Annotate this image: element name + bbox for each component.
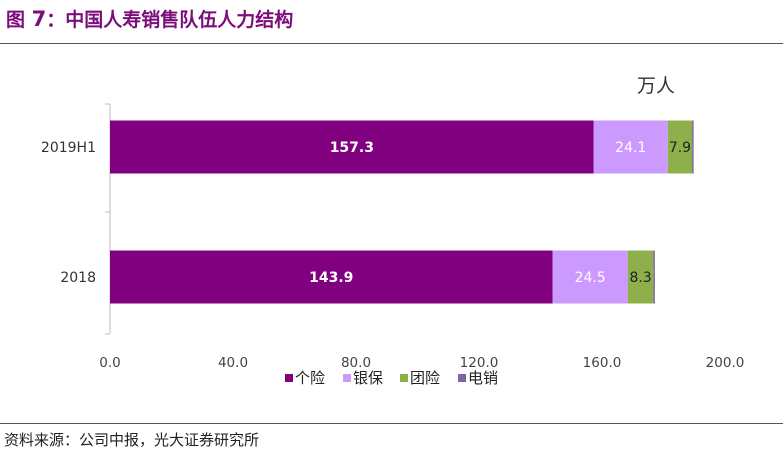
bar-segment bbox=[653, 250, 655, 304]
bar-segment bbox=[552, 250, 628, 304]
figure-title-text: ：中国人寿销售队伍人力结构 bbox=[46, 9, 294, 31]
bar-segment bbox=[627, 250, 654, 304]
data-label: 7.9 bbox=[669, 140, 691, 156]
legend-swatch bbox=[458, 374, 466, 382]
x-tick-label: 40.0 bbox=[218, 355, 248, 371]
bar-segment bbox=[692, 120, 694, 174]
x-tick-label: 80.0 bbox=[341, 355, 371, 371]
legend-item: 团险 bbox=[400, 369, 440, 387]
bar-segment bbox=[593, 120, 668, 174]
stacked-bar-chart: 0.0 40.0 80.0 120.0 160.0 200.0 2019H1 2018 157… bbox=[41, 75, 745, 387]
bar-segment bbox=[110, 120, 594, 174]
legend-label: 个险 bbox=[295, 369, 325, 387]
data-label: 143.9 bbox=[309, 270, 353, 286]
axis-layer: 0.0 40.0 80.0 120.0 160.0 200.0 2019H1 2018 bbox=[41, 103, 745, 371]
legend-swatch bbox=[285, 374, 293, 382]
legend-label: 电销 bbox=[468, 369, 498, 387]
data-label: 157.3 bbox=[330, 140, 374, 156]
category-label: 2018 bbox=[60, 270, 96, 286]
bar-segment bbox=[667, 120, 693, 174]
data-label: 24.1 bbox=[615, 140, 646, 156]
legend-swatch bbox=[343, 374, 351, 382]
bar-segment bbox=[110, 250, 553, 304]
legend: 个险 银保 团险 电销 bbox=[285, 369, 498, 387]
data-label: 8.3 bbox=[629, 270, 651, 286]
category-label: 2019H1 bbox=[41, 140, 96, 156]
x-tick-label: 120.0 bbox=[460, 355, 499, 371]
top-divider bbox=[0, 43, 783, 44]
source-note: 资料来源：公司中报，光大证券研究所 bbox=[4, 431, 260, 449]
legend-label: 团险 bbox=[410, 369, 440, 387]
legend-item: 个险 bbox=[285, 369, 325, 387]
labels-layer: 157.3 24.1 7.9 143.9 24.5 8.3 bbox=[309, 140, 691, 286]
x-tick-label: 160.0 bbox=[583, 355, 622, 371]
x-tick-label: 0.0 bbox=[99, 355, 120, 371]
legend-label: 银保 bbox=[353, 369, 383, 387]
figure-title: 图 7：中国人寿销售队伍人力结构 bbox=[6, 4, 293, 34]
legend-item: 银保 bbox=[343, 369, 383, 387]
data-label: 24.5 bbox=[575, 270, 606, 286]
bottom-divider bbox=[0, 423, 783, 424]
figure-number: 7 bbox=[31, 7, 47, 31]
figure-title-prefix: 图 bbox=[6, 9, 26, 31]
unit-label: 万人 bbox=[637, 75, 675, 97]
bars-layer bbox=[110, 120, 694, 304]
legend-item: 电销 bbox=[458, 369, 498, 387]
x-tick-label: 200.0 bbox=[706, 355, 745, 371]
legend-swatch bbox=[400, 374, 408, 382]
